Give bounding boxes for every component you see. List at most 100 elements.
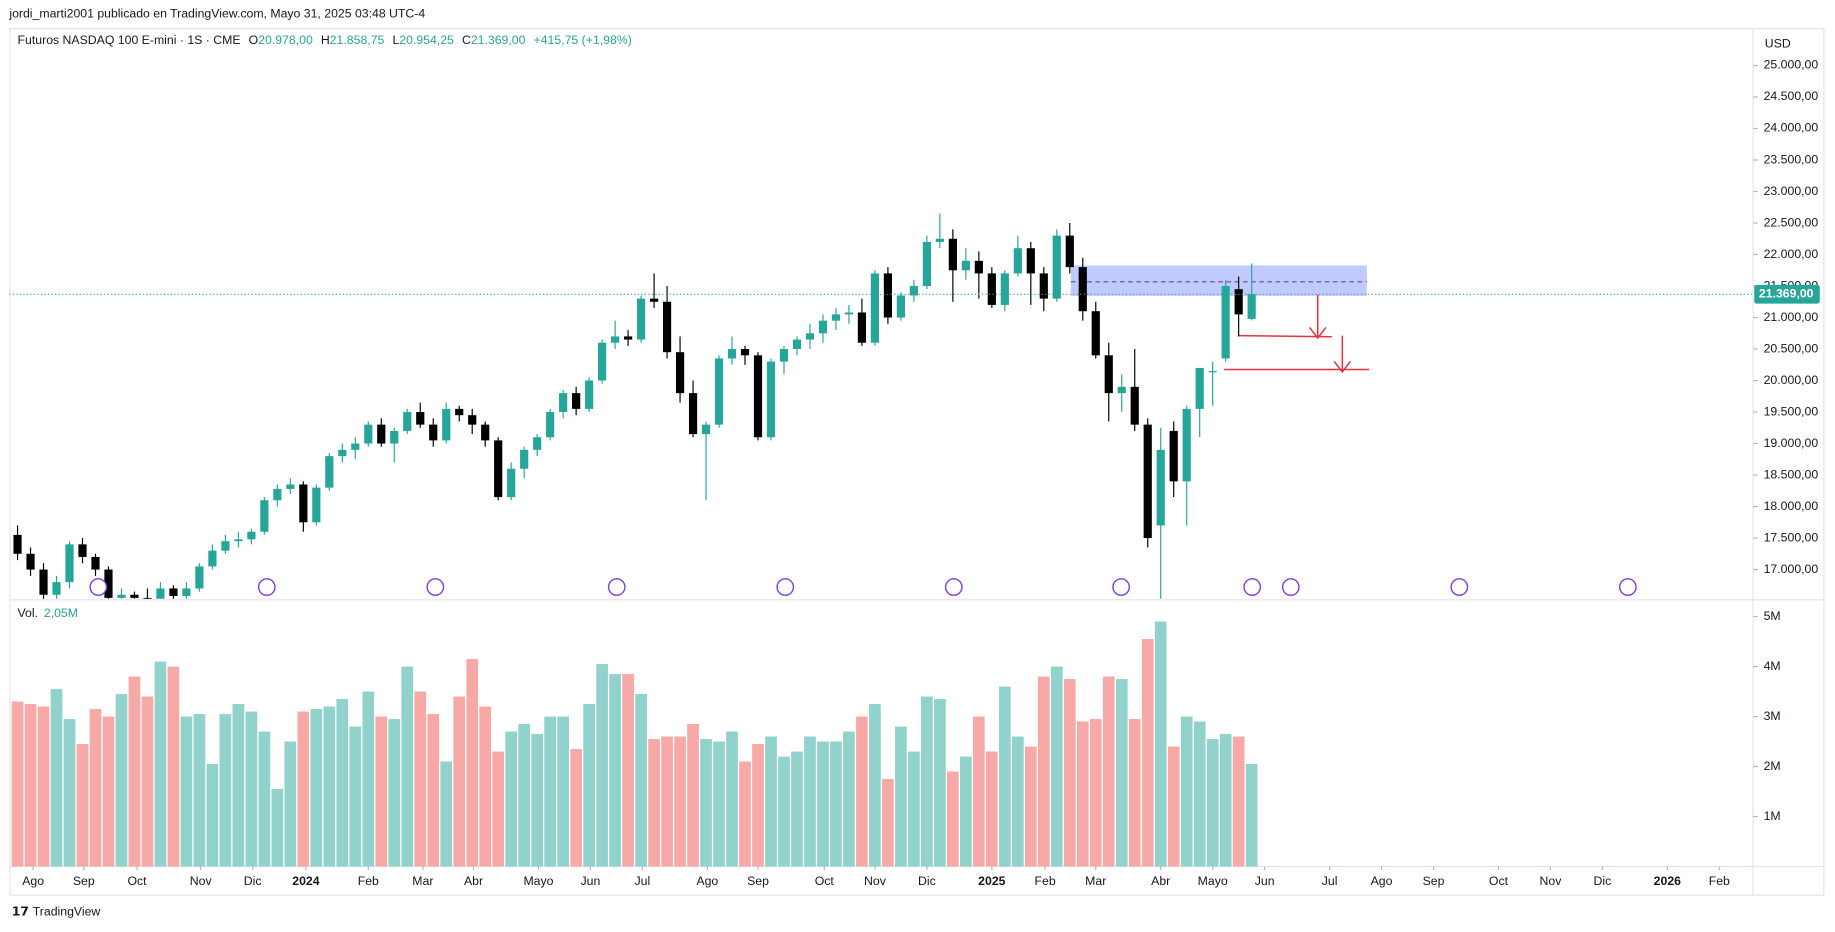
candle-body bbox=[1143, 424, 1152, 539]
volume-bar bbox=[972, 716, 985, 867]
volume-bar bbox=[869, 704, 881, 867]
y-tick-label: 23.500,00 bbox=[1764, 152, 1819, 166]
candle-body bbox=[1117, 386, 1126, 394]
volume-bar bbox=[492, 751, 505, 867]
volume-bar bbox=[76, 744, 89, 867]
volume-bar bbox=[1232, 736, 1245, 867]
volume-bar bbox=[934, 699, 946, 867]
x-tick-label: 2025 bbox=[978, 874, 1005, 888]
candle-body bbox=[805, 333, 815, 340]
candle-body bbox=[182, 588, 191, 597]
volume-bar bbox=[1128, 719, 1141, 867]
y-tick-label: 22.500,00 bbox=[1764, 215, 1819, 229]
y2-tick-label: 2M bbox=[1764, 759, 1781, 773]
volume-bar bbox=[998, 686, 1011, 867]
candle-body bbox=[688, 393, 698, 435]
candle-body bbox=[351, 443, 360, 450]
candle-body bbox=[870, 273, 880, 343]
volume-bar bbox=[687, 724, 699, 867]
y2-tick-label: 3M bbox=[1764, 709, 1781, 723]
candle-body bbox=[299, 484, 308, 523]
arrows bbox=[1224, 294, 1370, 374]
x-tick-label: Oct bbox=[815, 874, 835, 888]
candle-body bbox=[546, 412, 555, 438]
candle-body bbox=[662, 301, 672, 353]
volume-bar bbox=[232, 704, 245, 867]
volume-name: Vol. bbox=[18, 606, 38, 620]
x-tick-label: Oct bbox=[128, 874, 148, 888]
volume-bar bbox=[505, 731, 518, 867]
candle-body bbox=[312, 487, 321, 523]
volume-bar bbox=[388, 719, 401, 867]
y-tick-label: 18.500,00 bbox=[1764, 467, 1819, 481]
candle-body bbox=[675, 352, 685, 394]
candle-body bbox=[909, 286, 918, 296]
zone-box bbox=[1070, 265, 1367, 296]
volume-bar bbox=[921, 696, 933, 867]
candle-body bbox=[403, 412, 412, 431]
y2-tick-label: 5M bbox=[1764, 609, 1781, 623]
volume-bar bbox=[440, 761, 453, 867]
change: +415,75 (+1,98%) bbox=[534, 33, 632, 47]
candle-body bbox=[273, 488, 282, 501]
byline: jordi_marti2001 publicado en TradingView… bbox=[8, 6, 425, 20]
candle-body bbox=[247, 531, 256, 540]
candle-body bbox=[13, 534, 22, 554]
x-tick-label: Jun bbox=[1255, 874, 1275, 888]
volume-bar bbox=[258, 731, 271, 867]
volume-bar bbox=[1219, 734, 1232, 867]
candle-body bbox=[52, 582, 61, 595]
candle-body bbox=[585, 380, 594, 409]
brand: TradingView bbox=[33, 904, 101, 918]
candle-body bbox=[429, 424, 438, 441]
volume-bar bbox=[1154, 621, 1167, 867]
y-tick-label: 20.500,00 bbox=[1764, 341, 1819, 355]
candle-body bbox=[792, 339, 802, 350]
candle-body bbox=[740, 349, 750, 356]
x-tick-label: Feb bbox=[1035, 874, 1056, 888]
y-tick-label: 23.000,00 bbox=[1764, 184, 1819, 198]
candle-body bbox=[1130, 386, 1139, 425]
x-tick-label: Ago bbox=[1371, 874, 1393, 888]
candle-body bbox=[935, 238, 944, 242]
candle-body bbox=[1156, 449, 1165, 526]
x-tick-label: Feb bbox=[1709, 874, 1730, 888]
x-tick-label: Sep bbox=[747, 874, 769, 888]
candle-body bbox=[857, 312, 867, 343]
candle-body bbox=[39, 569, 48, 595]
price-pane bbox=[9, 213, 1754, 599]
x-tick-label: Nov bbox=[864, 874, 887, 888]
candle-body bbox=[481, 424, 490, 441]
volume-bar bbox=[843, 731, 855, 867]
candle-body bbox=[844, 312, 854, 315]
volume-bar bbox=[1141, 639, 1154, 867]
candle-body bbox=[1247, 294, 1256, 319]
candle-body bbox=[1195, 367, 1204, 409]
volume-bar bbox=[180, 716, 193, 867]
y-tick-label: 22.000,00 bbox=[1764, 247, 1819, 261]
volume-bar bbox=[466, 659, 479, 867]
volume-bar bbox=[245, 711, 258, 867]
candle-body bbox=[636, 298, 646, 340]
volume-bar bbox=[635, 694, 647, 867]
y-tick-label: 17.000,00 bbox=[1764, 562, 1819, 576]
volume-bar bbox=[375, 716, 388, 867]
volume-bar bbox=[596, 664, 608, 867]
volume-bar bbox=[895, 726, 907, 867]
x-tick-label: Dic bbox=[244, 874, 262, 888]
candle-body bbox=[624, 336, 633, 340]
volume-bar bbox=[141, 696, 154, 867]
volume-bar bbox=[856, 716, 868, 867]
volume-bar bbox=[830, 741, 842, 867]
candle-body bbox=[611, 336, 620, 343]
candle-body bbox=[416, 412, 425, 425]
candle-body bbox=[338, 449, 347, 457]
x-tick-label: Sep bbox=[73, 874, 95, 888]
candle-body bbox=[143, 597, 152, 599]
volume-bar bbox=[557, 716, 569, 867]
x-tick-label: Nov bbox=[1540, 874, 1563, 888]
volume-bar bbox=[1063, 679, 1076, 867]
candle-body bbox=[974, 260, 983, 274]
volume-bar bbox=[128, 676, 141, 867]
